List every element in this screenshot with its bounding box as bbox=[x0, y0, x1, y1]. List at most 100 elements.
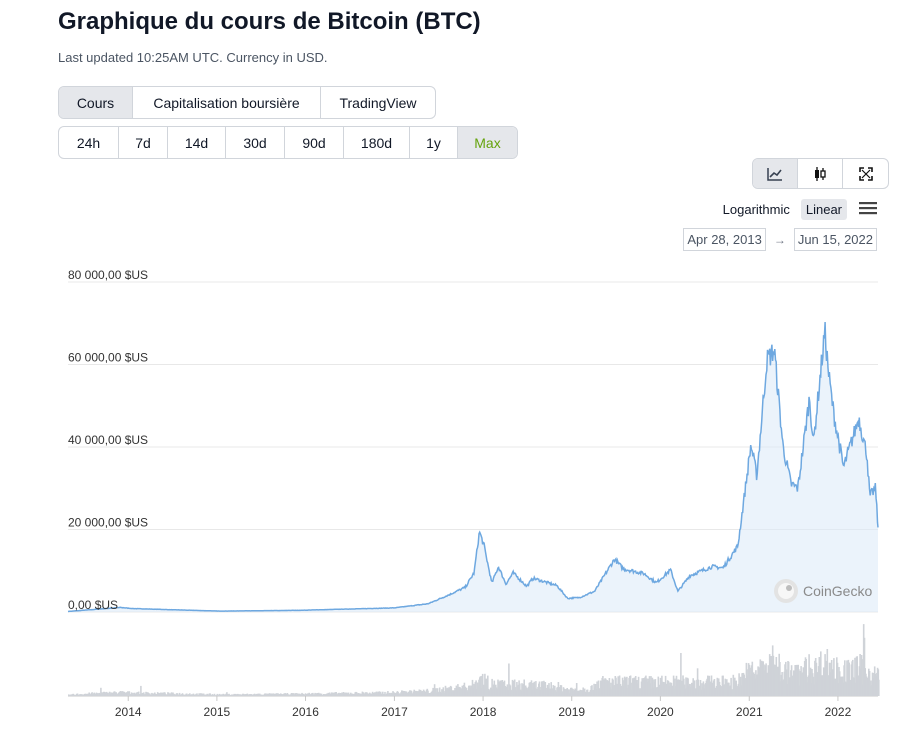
volume-bar bbox=[413, 689, 415, 696]
tab-market-cap[interactable]: Capitalisation boursière bbox=[133, 87, 321, 118]
volume-bar bbox=[213, 693, 216, 696]
volume-bar bbox=[105, 691, 108, 696]
hamburger-menu-icon[interactable] bbox=[859, 201, 877, 218]
volume-bar bbox=[508, 663, 510, 696]
range-24h[interactable]: 24h bbox=[59, 127, 119, 158]
volume-bar bbox=[863, 637, 866, 696]
volume-bar bbox=[524, 687, 526, 696]
volume-bar bbox=[708, 675, 711, 696]
scale-selector: Logarithmic Linear bbox=[718, 199, 877, 220]
volume-bar bbox=[508, 684, 511, 696]
volume-bar bbox=[716, 677, 719, 696]
volume-bar bbox=[629, 675, 632, 696]
volume-bar bbox=[189, 693, 191, 696]
volume-bar bbox=[291, 693, 293, 696]
volume-bar bbox=[822, 682, 824, 696]
candlestick-view-button[interactable] bbox=[798, 159, 843, 188]
scale-linear-option[interactable]: Linear bbox=[800, 199, 847, 220]
volume-bar bbox=[384, 691, 386, 696]
volume-bar bbox=[358, 693, 360, 696]
date-to-input[interactable]: Jun 15, 2022 bbox=[793, 228, 877, 251]
volume-bar bbox=[405, 691, 407, 696]
tab-price[interactable]: Cours bbox=[59, 87, 133, 118]
volume-bar bbox=[626, 676, 628, 696]
volume-bar bbox=[677, 685, 679, 696]
volume-bar bbox=[634, 676, 637, 696]
y-tick-label: 40 000,00 $US bbox=[68, 433, 148, 447]
volume-bar bbox=[284, 693, 286, 696]
volume-bar bbox=[728, 682, 730, 696]
range-7d[interactable]: 7d bbox=[119, 127, 168, 158]
volume-bar bbox=[107, 692, 109, 696]
volume-bar bbox=[151, 692, 153, 696]
volume-bar bbox=[697, 679, 700, 696]
volume-bar bbox=[275, 693, 278, 696]
volume-bar bbox=[465, 687, 468, 696]
volume-bar bbox=[771, 669, 773, 696]
volume-bar bbox=[140, 685, 142, 696]
tab-tradingview[interactable]: TradingView bbox=[339, 94, 417, 111]
range-180d[interactable]: 180d bbox=[344, 127, 410, 158]
volume-bar bbox=[634, 677, 636, 696]
volume-bar bbox=[97, 693, 99, 696]
volume-bar bbox=[209, 693, 211, 696]
volume-bar bbox=[785, 669, 788, 696]
volume-bar bbox=[532, 683, 534, 696]
volume-bar bbox=[654, 679, 657, 696]
volume-bar bbox=[246, 693, 249, 696]
fullscreen-icon bbox=[858, 166, 873, 181]
range-1y[interactable]: 1y bbox=[410, 127, 458, 158]
volume-bar bbox=[122, 692, 125, 696]
volume-bar bbox=[491, 678, 493, 696]
volume-bar bbox=[743, 674, 745, 696]
fullscreen-button[interactable] bbox=[843, 159, 888, 188]
range-max[interactable]: Max bbox=[458, 127, 517, 158]
volume-bar bbox=[234, 693, 237, 696]
volume-bar bbox=[387, 691, 389, 696]
volume-bar bbox=[796, 667, 799, 696]
volume-bar bbox=[535, 681, 537, 696]
volume-bar bbox=[809, 667, 812, 696]
candlestick-icon bbox=[812, 166, 828, 182]
volume-bar bbox=[860, 655, 863, 696]
volume-bar bbox=[854, 657, 856, 696]
volume-bar bbox=[160, 692, 163, 696]
chart-type-tabs: Cours Capitalisation boursière TradingVi… bbox=[58, 86, 436, 119]
volume-bar bbox=[724, 678, 727, 696]
volume-bar bbox=[114, 692, 117, 696]
volume-bar bbox=[448, 687, 450, 696]
line-chart-icon bbox=[767, 167, 783, 181]
range-30d[interactable]: 30d bbox=[226, 127, 285, 158]
line-view-button[interactable] bbox=[753, 159, 798, 188]
coingecko-watermark: CoinGecko bbox=[774, 579, 872, 603]
date-from-input[interactable]: Apr 28, 2013 bbox=[683, 228, 766, 251]
volume-bar bbox=[137, 691, 140, 696]
volume-bar bbox=[839, 680, 842, 696]
volume-bar bbox=[487, 675, 489, 696]
volume-bar bbox=[753, 674, 756, 696]
volume-bar bbox=[483, 684, 485, 696]
x-axis-labels: 2014 2015 2016 2017 2018 2019 2020 2021 2022 bbox=[115, 696, 852, 719]
range-90d[interactable]: 90d bbox=[285, 127, 344, 158]
volume-bar bbox=[798, 669, 800, 696]
volume-bar bbox=[135, 692, 138, 696]
volume-bar bbox=[286, 693, 289, 696]
range-14d[interactable]: 14d bbox=[168, 127, 226, 158]
volume-bar bbox=[833, 658, 835, 696]
volume-bar bbox=[583, 692, 585, 696]
date-arrow: → bbox=[773, 232, 786, 247]
volume-bar bbox=[312, 692, 314, 696]
x-tick-label: 2017 bbox=[381, 705, 408, 719]
volume-bar bbox=[450, 686, 453, 696]
volume-bar bbox=[600, 682, 603, 696]
scale-logarithmic-option[interactable]: Logarithmic bbox=[722, 202, 790, 217]
volume-bar bbox=[268, 693, 270, 696]
price-line bbox=[67, 321, 879, 613]
volume-bar bbox=[694, 688, 697, 696]
volume-bars bbox=[68, 624, 880, 696]
volume-bar bbox=[397, 691, 399, 696]
volume-bar bbox=[296, 693, 299, 696]
x-tick-label: 2014 bbox=[115, 705, 142, 719]
volume-bar bbox=[418, 689, 421, 696]
